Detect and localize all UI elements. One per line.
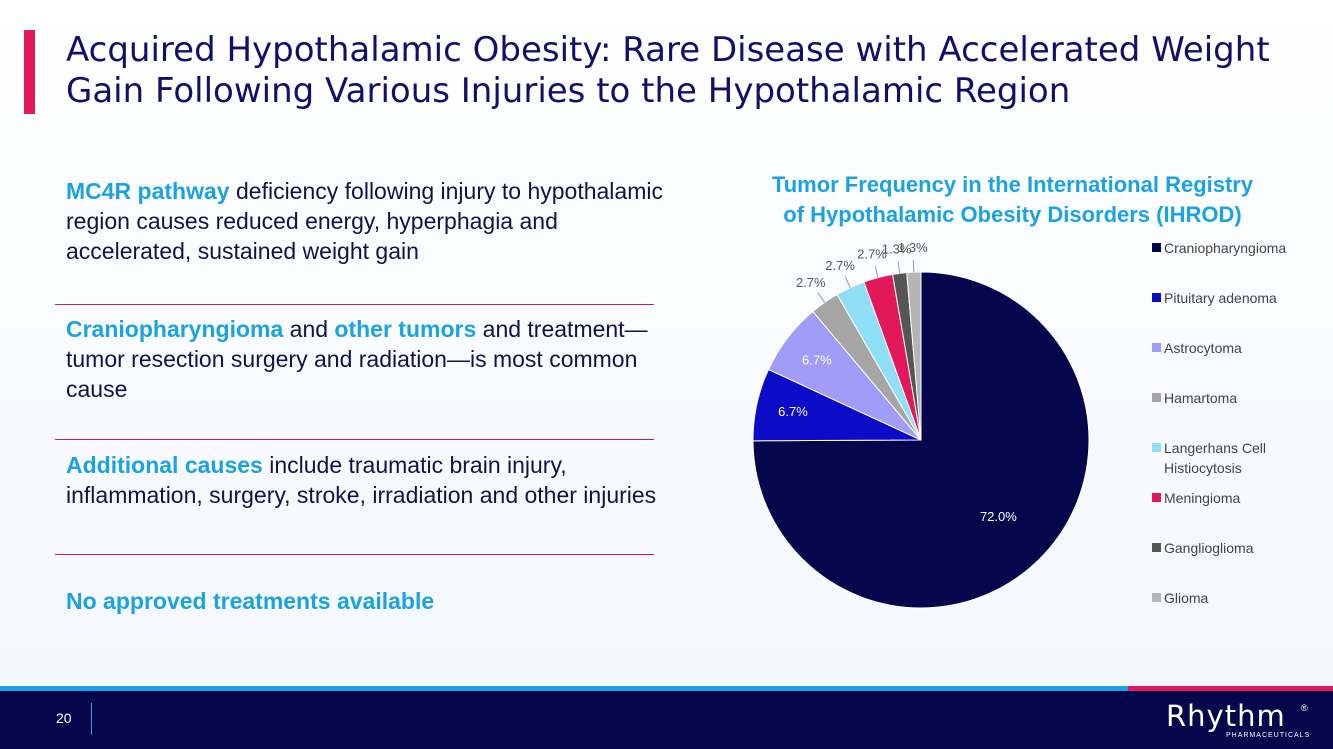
chart-title-line-1: Tumor Frequency in the International Reg… (771, 172, 1254, 197)
pie-leader-ganglioglioma (897, 261, 901, 274)
chart-title: Tumor Frequency in the International Reg… (720, 170, 1305, 230)
pie-leader-langerhans-cell-histiocytosis (844, 276, 851, 288)
pie-slices (752, 271, 1090, 609)
bullet-additional-causes: Additional causes include traumatic brai… (55, 450, 666, 510)
legend-item-craniopharyngioma: Craniopharyngioma (1150, 238, 1325, 258)
pie-slice-craniopharyngioma (752, 271, 1090, 609)
footer-stripe (0, 686, 1333, 691)
legend-item-meningioma: Meningioma (1150, 488, 1325, 508)
legend-item-langerhans-cell-histiocytosis: Langerhans Cell Histiocytosis (1150, 438, 1325, 478)
bullet-highlight: Additional causes (66, 452, 263, 478)
pie-label-meningioma: 2.7% (857, 246, 887, 261)
legend-label: Ganglioglioma (1164, 540, 1254, 556)
pie-label-hamartoma: 2.7% (796, 275, 826, 290)
bullet-divider (55, 304, 654, 305)
bullet-highlight: Craniopharyngioma (66, 316, 284, 342)
bullet-text: and treatment—tumor resection surgery an… (66, 316, 648, 402)
legend-swatch (1152, 493, 1161, 502)
pie-leader-meningioma (874, 265, 879, 278)
company-logo: Rhythm ® PHARMACEUTICALS (1166, 699, 1326, 743)
page-title-line-2: Gain Following Various Injuries to the H… (66, 71, 1071, 111)
bullet-text: and (283, 316, 335, 342)
legend-item-pituitary-adenoma: Pituitary adenoma (1150, 288, 1325, 308)
legend-label: Langerhans Cell Histiocytosis (1164, 440, 1266, 476)
pie-data-labels: 72.0%6.7%6.7%2.7%2.7%2.7%1.3%1.3% (778, 240, 1017, 524)
legend-label: Hamartoma (1164, 390, 1238, 406)
legend-label: Glioma (1164, 590, 1209, 606)
logo-wordmark: Rhythm (1166, 699, 1286, 733)
page-number: 20 (56, 710, 72, 726)
pie-label-ganglioglioma: 1.3% (882, 242, 912, 257)
pie-leader-lines (817, 260, 915, 303)
pie-label-langerhans-cell-histiocytosis: 2.7% (825, 258, 855, 273)
legend-label: Astrocytoma (1164, 340, 1242, 356)
legend-swatch (1152, 443, 1161, 452)
footer-stripe-blue (0, 686, 1128, 691)
bullet-mc4r: MC4R pathway deficiency following injury… (55, 176, 666, 266)
footer: 20 Rhythm ® PHARMACEUTICALS (0, 691, 1333, 749)
bullet-highlight: MC4R pathway (66, 178, 230, 204)
bullet-highlight: No approved treatments available (66, 588, 435, 614)
page-title: Acquired Hypothalamic Obesity: Rare Dise… (66, 30, 1306, 112)
legend-swatch (1152, 343, 1161, 352)
legend-swatch (1152, 293, 1161, 302)
legend-item-ganglioglioma: Ganglioglioma (1150, 538, 1325, 558)
bullet-divider (55, 439, 654, 440)
legend-swatch (1152, 543, 1161, 552)
legend-swatch (1152, 393, 1161, 402)
pie-chart: 72.0%6.7%6.7%2.7%2.7%2.7%1.3%1.3% (752, 240, 1090, 609)
pie-label-glioma: 1.3% (898, 240, 928, 255)
title-accent-bar (24, 30, 35, 114)
pie-label-pituitary-adenoma: 6.7% (778, 404, 808, 419)
footer-stripe-pink (1128, 686, 1333, 691)
legend-label: Craniopharyngioma (1164, 240, 1287, 256)
legend-swatch (1152, 243, 1161, 252)
pie-leader-hamartoma (817, 292, 825, 303)
legend-label: Meningioma (1164, 490, 1241, 506)
pie-label-craniopharyngioma: 72.0% (980, 509, 1017, 524)
bullet-text: deficiency following injury to hypothala… (66, 178, 663, 264)
bullet-divider (55, 554, 654, 555)
logo-subtitle: PHARMACEUTICALS (1226, 732, 1311, 739)
bullet-craniopharyngioma: Craniopharyngioma and other tumors and t… (55, 314, 666, 404)
bullet-highlight: other tumors (334, 316, 477, 342)
pie-slice-glioma (906, 271, 922, 441)
legend-label: Pituitary adenoma (1164, 290, 1277, 306)
page-number-separator (91, 703, 92, 735)
bullet-no-treatments: No approved treatments available (55, 586, 666, 616)
bullet-text: include traumatic brain injury, inflamma… (66, 452, 657, 508)
pie-label-astrocytoma: 6.7% (802, 352, 832, 367)
chart-title-line-2: of Hypothalamic Obesity Disorders (IHROD… (783, 202, 1242, 227)
legend-item-glioma: Glioma (1150, 588, 1325, 608)
logo-registered-mark: ® (1301, 703, 1308, 713)
pie-leader-glioma (912, 260, 915, 273)
page-title-line-1: Acquired Hypothalamic Obesity: Rare Dise… (66, 30, 1270, 70)
legend-swatch (1152, 593, 1161, 602)
legend-item-hamartoma: Hamartoma (1150, 388, 1325, 408)
legend-item-astrocytoma: Astrocytoma (1150, 338, 1325, 358)
